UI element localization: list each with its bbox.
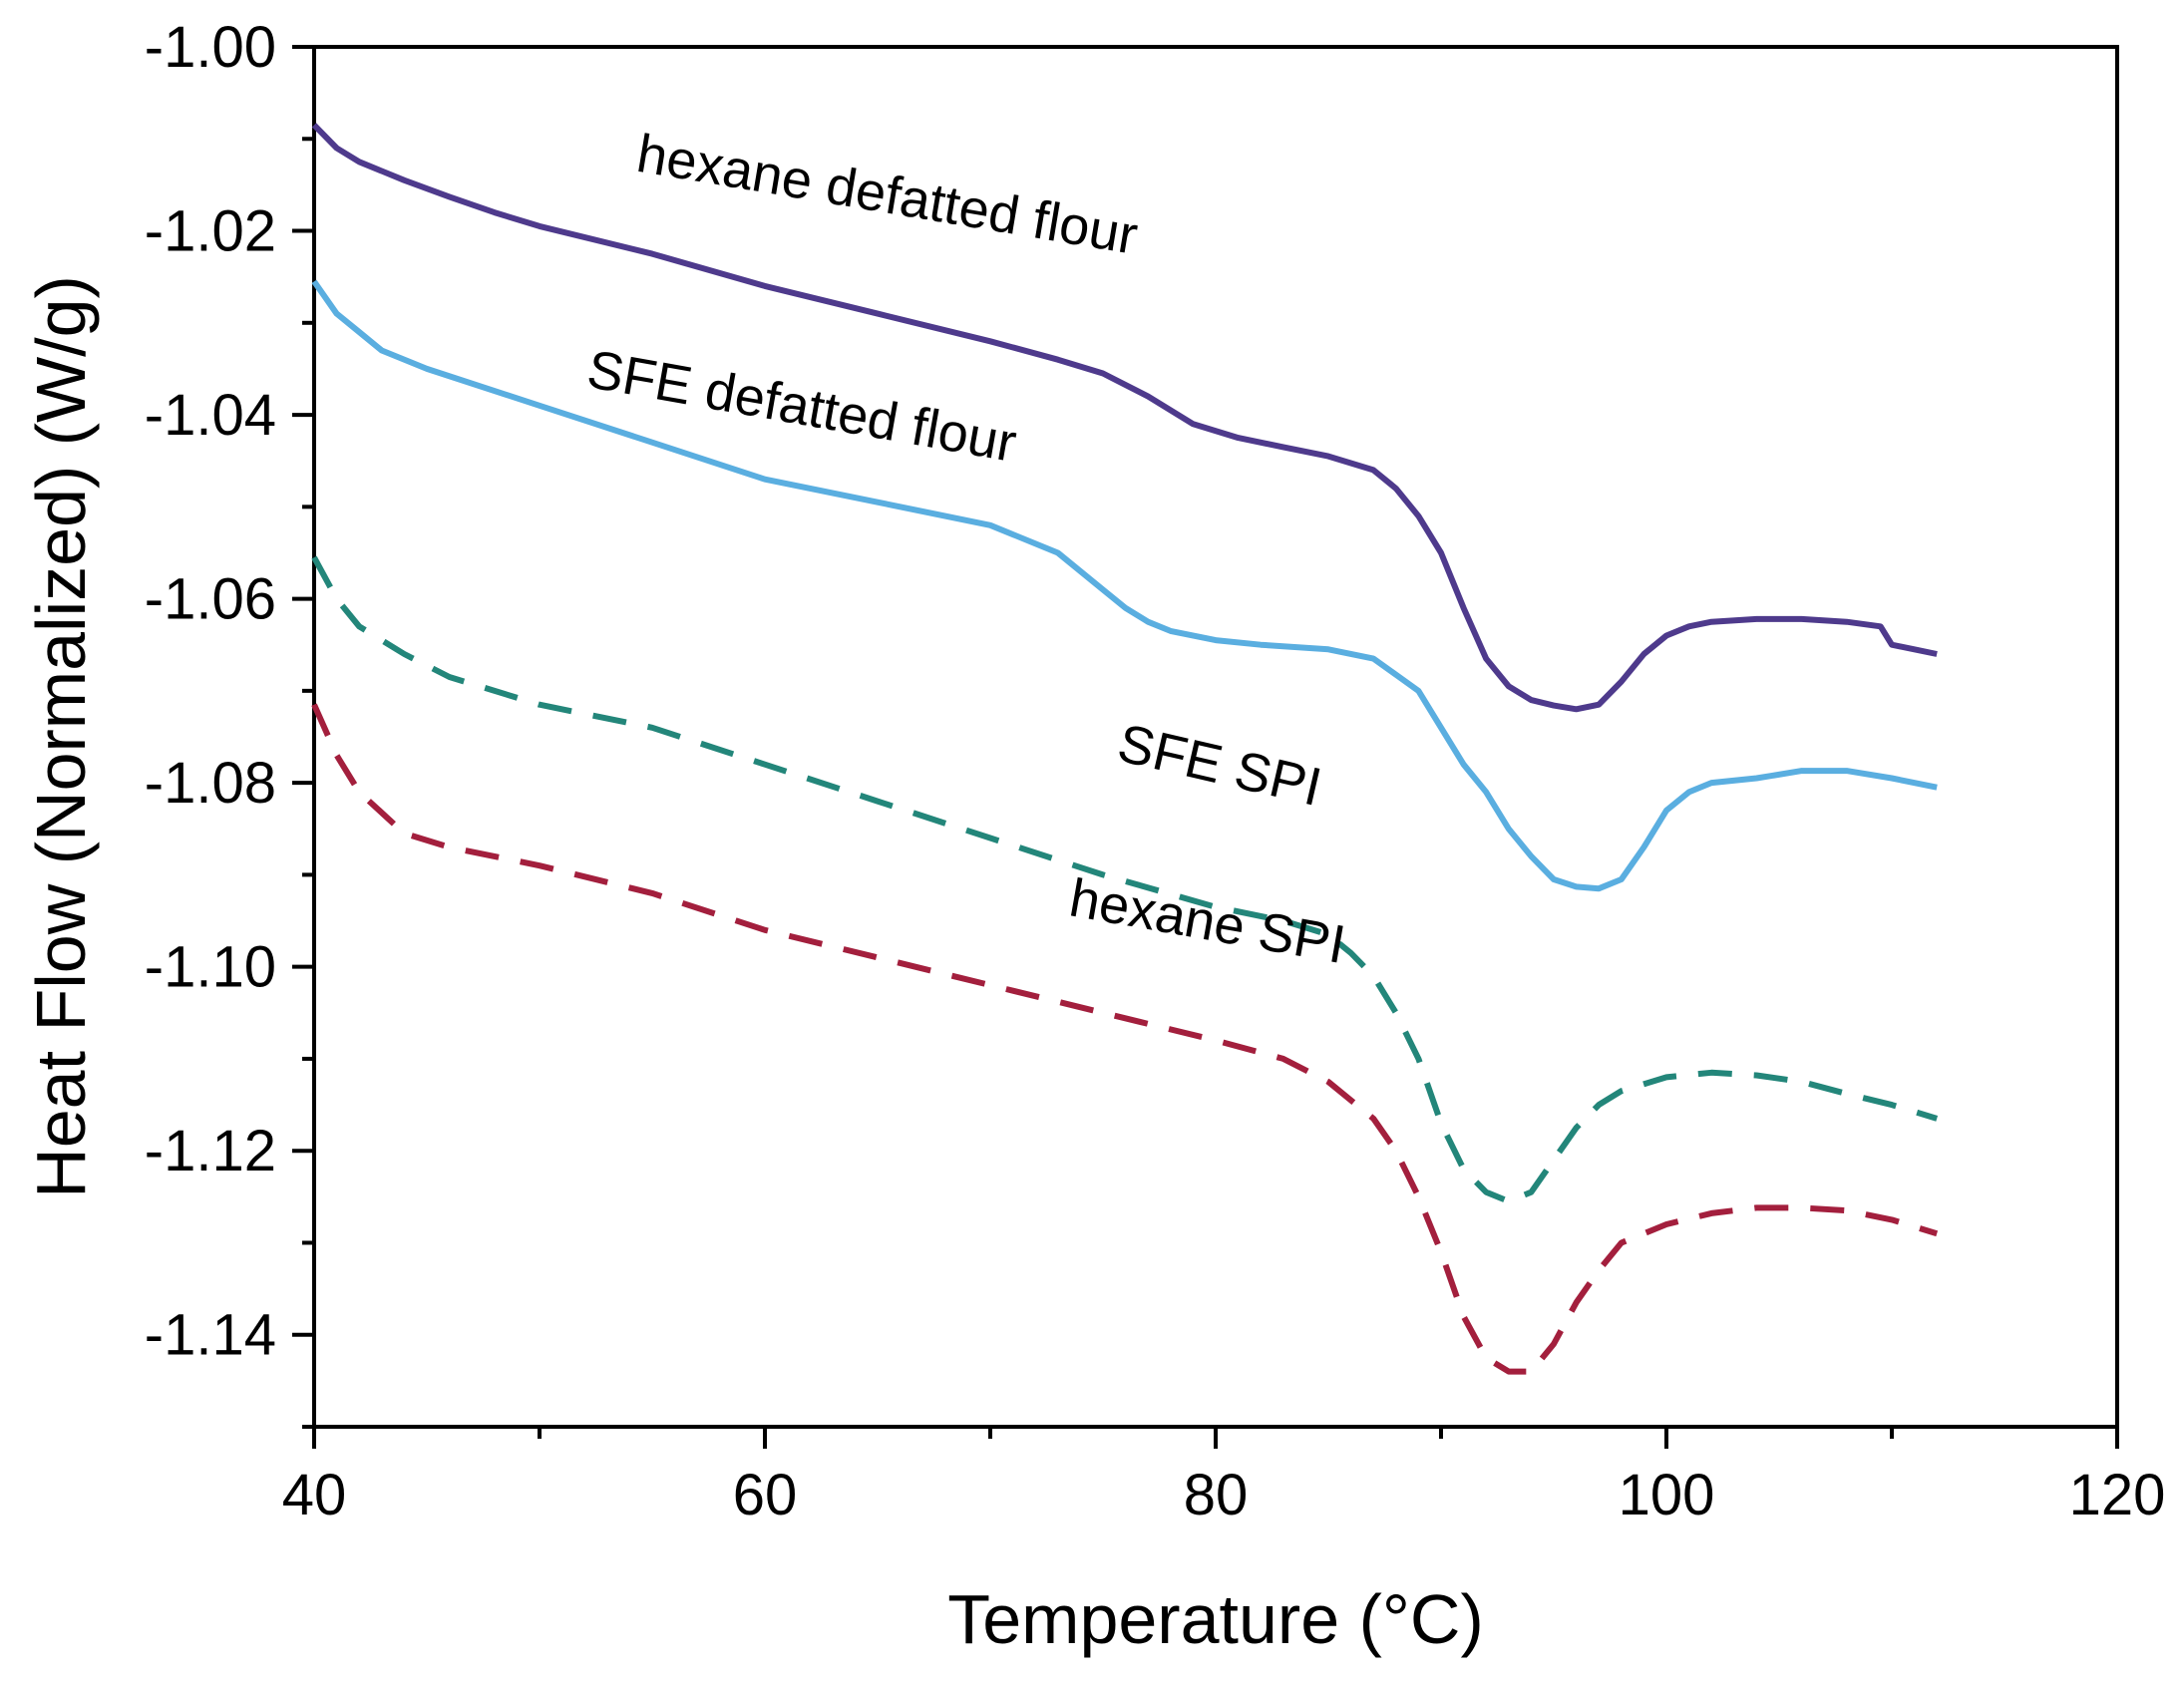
y-tick-label: -1.04 (145, 383, 276, 448)
series-label-1: SFE defatted flour (582, 339, 1020, 474)
tick-layer: 40 60 80 100 120 -1.00 -1.02 -1.04 -1.06 -1.08 -1.… (145, 15, 2166, 1527)
y-tick-label: -1.06 (145, 567, 276, 632)
x-tick-label: 40 (282, 1463, 347, 1527)
series-label-0: hexane defatted flour (633, 124, 1142, 266)
series-line-2 (311, 555, 1939, 1204)
y-tick-label: -1.02 (145, 199, 276, 264)
y-tick-label: -1.08 (145, 751, 276, 816)
x-tick-label: 60 (733, 1463, 798, 1527)
series-label-2: SFE SPI (1112, 713, 1326, 818)
x-tick-label: 100 (1619, 1463, 1715, 1527)
series-line-0 (311, 123, 1938, 713)
x-axis-title: Temperature (°C) (947, 1580, 1484, 1658)
y-tick-label: -1.12 (145, 1119, 276, 1183)
series-label-layer: hexane defatted flour SFE defatted flour S… (582, 124, 1349, 975)
series-line-1 (311, 279, 1938, 892)
y-tick-label: -1.00 (145, 15, 276, 80)
series-layer (311, 123, 1939, 1375)
series-line-3 (311, 703, 1939, 1375)
series-label-3: hexane SPI (1065, 867, 1349, 975)
y-tick-label: -1.10 (145, 935, 276, 1000)
x-tick-label: 80 (1184, 1463, 1249, 1527)
x-tick-label: 120 (2069, 1463, 2166, 1527)
y-tick-label: -1.14 (145, 1303, 276, 1368)
y-axis-title: Heat Flow (Normalized) (W/g) (22, 275, 100, 1198)
